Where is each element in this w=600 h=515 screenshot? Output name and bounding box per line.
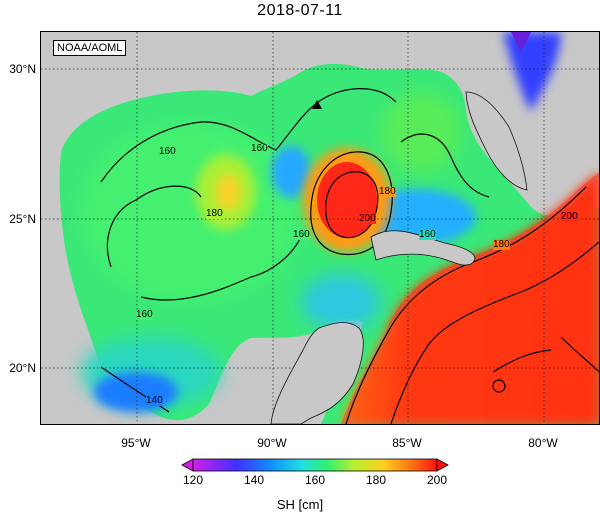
lon-tick-90: 90°W <box>257 436 287 450</box>
station-marker <box>312 100 322 109</box>
contour-label: 200 <box>561 211 578 222</box>
contour-lines <box>100 88 599 424</box>
colorbar-tick-200: 200 <box>426 473 448 487</box>
colorbar-low-arrow <box>181 458 194 472</box>
contour-label: 160 <box>159 146 176 157</box>
coastline <box>270 91 528 424</box>
colorbar-title: SH [cm] <box>276 497 324 512</box>
map-panel: NOAA/AOML 160 160 160 160 160 180 180 18… <box>40 31 600 425</box>
colorbar-tick-160: 160 <box>304 473 326 487</box>
contour-label: 180 <box>493 239 510 250</box>
colorbar-tick-140: 140 <box>243 473 265 487</box>
contour-label: 140 <box>146 395 163 406</box>
contour-label: 200 <box>359 213 376 224</box>
contour-label: 160 <box>251 143 268 154</box>
colorbar-gradient <box>192 458 438 472</box>
colorbar-high-arrow <box>436 458 449 472</box>
contour-label: 160 <box>419 229 436 240</box>
map-graticule <box>41 32 599 424</box>
contour-label: 160 <box>293 229 310 240</box>
colorbar-tick-180: 180 <box>365 473 387 487</box>
credit-label: NOAA/AOML <box>53 40 127 56</box>
lon-tick-85: 85°W <box>392 436 422 450</box>
lon-tick-80: 80°W <box>528 436 558 450</box>
lat-tick-30: 30°N <box>9 62 36 76</box>
sea-height-map <box>41 32 599 424</box>
florida-land <box>465 91 528 191</box>
lon-tick-95: 95°W <box>121 436 151 450</box>
contour-label: 180 <box>379 186 396 197</box>
lat-tick-25: 25°N <box>9 212 36 226</box>
yucatan-land <box>270 322 364 424</box>
gulf-water <box>59 32 599 424</box>
contour-label: 180 <box>206 208 223 219</box>
map-title: 2018-07-11 <box>257 2 343 19</box>
cuba-land <box>370 230 476 266</box>
colorbar-tick-120: 120 <box>182 473 204 487</box>
contour-label: 160 <box>136 309 153 320</box>
lat-tick-20: 20°N <box>9 361 36 375</box>
